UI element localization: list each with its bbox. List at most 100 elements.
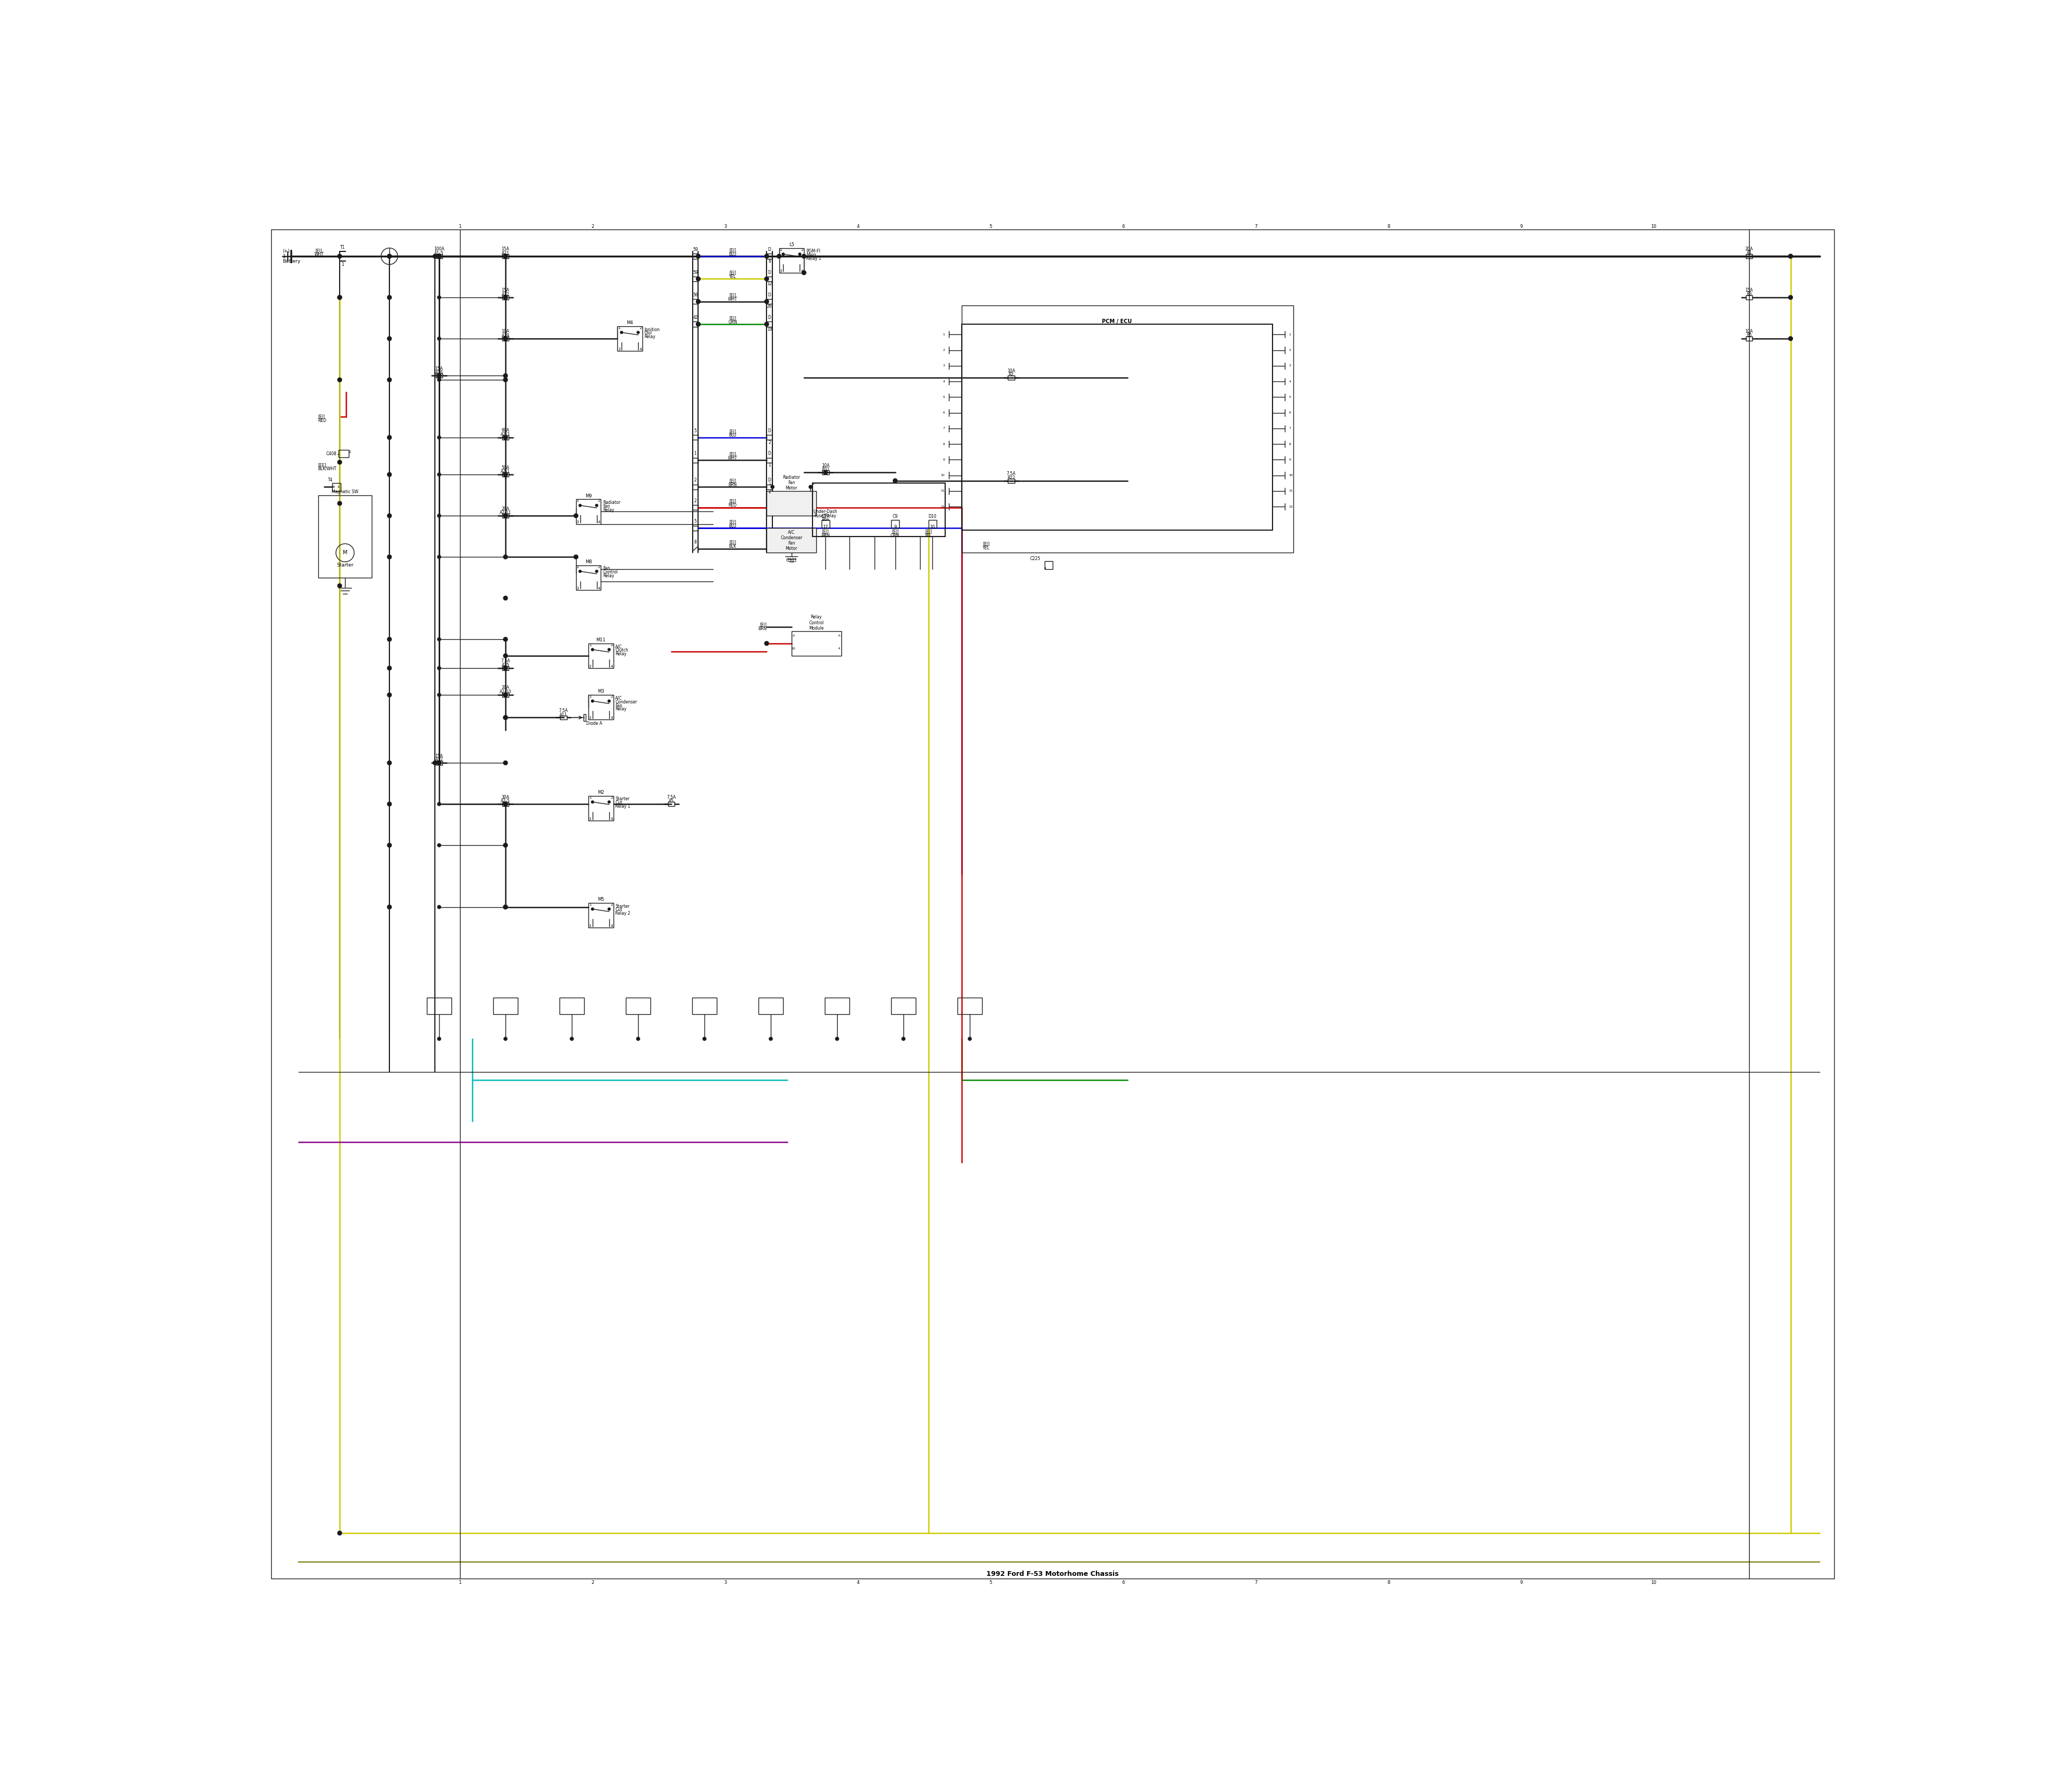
Text: C17: C17 bbox=[822, 514, 830, 520]
Circle shape bbox=[337, 296, 341, 299]
Text: ORN: ORN bbox=[891, 534, 900, 538]
Circle shape bbox=[503, 435, 507, 439]
Circle shape bbox=[608, 649, 610, 650]
Circle shape bbox=[836, 1038, 838, 1041]
Text: 20A: 20A bbox=[501, 686, 509, 690]
Text: 8: 8 bbox=[768, 258, 770, 263]
Text: WHT: WHT bbox=[314, 251, 325, 256]
Text: [EJ]: [EJ] bbox=[729, 500, 735, 504]
Circle shape bbox=[573, 556, 577, 559]
Circle shape bbox=[592, 909, 594, 910]
Text: 10: 10 bbox=[941, 475, 945, 477]
Text: 5: 5 bbox=[990, 224, 992, 229]
Text: 10: 10 bbox=[930, 525, 935, 530]
Circle shape bbox=[596, 504, 598, 507]
Text: 11: 11 bbox=[1290, 489, 1294, 493]
Circle shape bbox=[438, 638, 442, 642]
Circle shape bbox=[799, 253, 801, 256]
Text: 1: 1 bbox=[349, 450, 351, 453]
Circle shape bbox=[824, 471, 828, 475]
Text: B5: B5 bbox=[1746, 333, 1752, 337]
Bar bbox=[493, 998, 518, 1014]
Text: [EJ]: [EJ] bbox=[729, 247, 735, 253]
Bar bbox=[1746, 296, 1752, 299]
Circle shape bbox=[388, 803, 392, 806]
Text: Under-Dash: Under-Dash bbox=[813, 509, 838, 514]
Circle shape bbox=[503, 667, 507, 670]
Circle shape bbox=[608, 701, 610, 702]
Text: 2: 2 bbox=[768, 441, 770, 444]
Text: 1: 1 bbox=[283, 254, 286, 258]
Text: 56: 56 bbox=[692, 292, 698, 297]
Circle shape bbox=[503, 905, 507, 909]
Text: 1: 1 bbox=[577, 564, 579, 568]
Circle shape bbox=[696, 276, 700, 281]
Text: 8: 8 bbox=[1290, 443, 1292, 446]
Bar bbox=[822, 520, 830, 529]
Text: Control: Control bbox=[604, 570, 618, 575]
Circle shape bbox=[438, 556, 442, 559]
Text: 9: 9 bbox=[943, 459, 945, 461]
Circle shape bbox=[1789, 254, 1793, 258]
Bar bbox=[692, 998, 717, 1014]
Bar bbox=[668, 803, 674, 806]
Text: 5: 5 bbox=[694, 428, 696, 434]
Circle shape bbox=[503, 378, 507, 382]
Circle shape bbox=[438, 905, 442, 909]
Text: 12: 12 bbox=[766, 281, 772, 287]
Text: 1992 Ford F-53 Motorhome Chassis: 1992 Ford F-53 Motorhome Chassis bbox=[986, 1572, 1119, 1577]
Text: 19: 19 bbox=[766, 326, 772, 332]
Text: Cut: Cut bbox=[616, 907, 622, 912]
Circle shape bbox=[388, 254, 392, 258]
Circle shape bbox=[337, 461, 341, 464]
Circle shape bbox=[620, 332, 622, 333]
Text: Condenser: Condenser bbox=[616, 699, 637, 704]
Text: 1: 1 bbox=[781, 247, 783, 251]
Text: [EJ]: [EJ] bbox=[729, 294, 735, 297]
Circle shape bbox=[809, 486, 811, 489]
Circle shape bbox=[696, 323, 700, 326]
Text: GRN: GRN bbox=[727, 319, 737, 324]
Bar bbox=[587, 796, 614, 821]
Text: B2: B2 bbox=[1009, 373, 1015, 378]
Text: 2: 2 bbox=[1290, 349, 1292, 351]
Text: 2: 2 bbox=[639, 326, 641, 330]
Text: Relay: Relay bbox=[616, 652, 626, 656]
Text: BLU: BLU bbox=[729, 523, 737, 529]
Text: 1: 1 bbox=[1290, 333, 1292, 335]
Text: 4: 4 bbox=[1043, 566, 1045, 570]
Text: 2: 2 bbox=[694, 498, 696, 504]
Circle shape bbox=[902, 1038, 906, 1041]
Circle shape bbox=[438, 254, 442, 258]
Circle shape bbox=[503, 694, 507, 697]
Text: 3: 3 bbox=[589, 665, 592, 668]
Circle shape bbox=[388, 378, 392, 382]
Text: Relay
Control
Module: Relay Control Module bbox=[809, 615, 824, 631]
Bar bbox=[778, 247, 803, 272]
Text: Battery: Battery bbox=[283, 258, 300, 263]
Circle shape bbox=[768, 1038, 772, 1041]
Text: D: D bbox=[768, 247, 770, 253]
Circle shape bbox=[503, 373, 507, 378]
Text: Relay 1: Relay 1 bbox=[805, 256, 822, 262]
Text: 5: 5 bbox=[694, 520, 696, 523]
Text: 4: 4 bbox=[857, 224, 859, 229]
Text: 3: 3 bbox=[1290, 364, 1292, 367]
Text: [EJ]: [EJ] bbox=[729, 430, 735, 434]
Circle shape bbox=[503, 337, 507, 340]
Text: A/C: A/C bbox=[616, 645, 622, 649]
Circle shape bbox=[388, 905, 392, 909]
Text: A/C: A/C bbox=[616, 695, 622, 701]
Text: Relay 2: Relay 2 bbox=[616, 910, 631, 916]
Text: 4: 4 bbox=[1290, 380, 1292, 383]
Text: 30A: 30A bbox=[501, 794, 509, 799]
Text: [EJ]: [EJ] bbox=[984, 543, 990, 547]
Text: 9: 9 bbox=[1520, 224, 1522, 229]
Text: [EJ]: [EJ] bbox=[891, 530, 900, 534]
Text: 9: 9 bbox=[1520, 1581, 1522, 1584]
Text: 1: 1 bbox=[943, 333, 945, 335]
Circle shape bbox=[433, 254, 438, 258]
Text: 4: 4 bbox=[857, 1581, 859, 1584]
Circle shape bbox=[438, 296, 442, 299]
Text: A25: A25 bbox=[501, 663, 509, 668]
